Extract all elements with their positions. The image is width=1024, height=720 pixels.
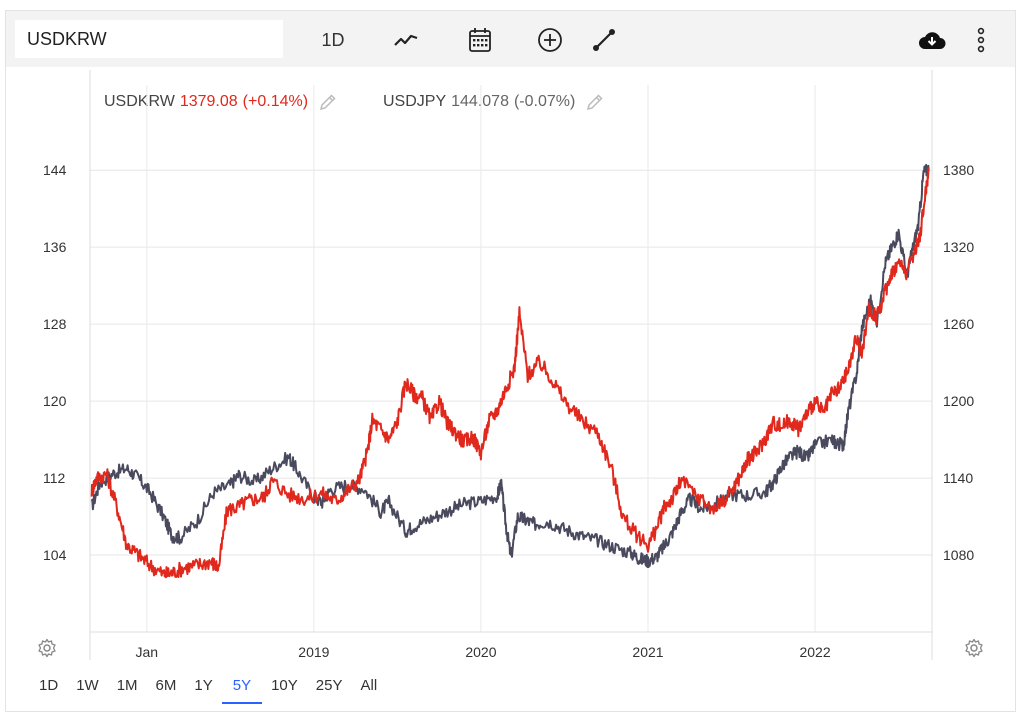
draw-tool-button[interactable] [586, 22, 622, 58]
range-button-1d[interactable]: 1D [39, 677, 59, 694]
range-button-1m[interactable]: 1M [116, 677, 138, 694]
range-button-10y[interactable]: 10Y [271, 677, 298, 694]
legend-usdjpy: USDJPY 144.078 (-0.07%) [383, 92, 605, 112]
edit-series-button[interactable] [585, 92, 605, 112]
cloud-download-icon [919, 32, 946, 49]
more-vertical-icon [977, 27, 985, 53]
interval-button[interactable]: 1D [321, 29, 345, 50]
legend-value: 1379.08 [179, 93, 238, 110]
range-button-25y[interactable]: 25Y [315, 677, 343, 694]
range-button-all[interactable]: All [360, 677, 378, 694]
draw-line-icon [593, 29, 615, 51]
gear-icon [965, 638, 983, 658]
left-axis-settings-button[interactable] [37, 638, 57, 658]
edit-series-button[interactable] [318, 92, 338, 112]
plus-circle-icon [538, 28, 562, 52]
chart-widget [5, 10, 1016, 712]
line-chart-icon [394, 34, 418, 46]
more-options-button[interactable] [966, 22, 996, 58]
range-button-6m[interactable]: 6M [155, 677, 177, 694]
range-button-5y[interactable]: 5Y [221, 674, 263, 704]
pencil-icon [320, 94, 336, 111]
pencil-icon [587, 94, 603, 111]
legend-symbol: USDJPY [383, 93, 447, 110]
range-button-1y[interactable]: 1Y [194, 677, 213, 694]
right-axis-settings-button[interactable] [964, 638, 984, 658]
legend-usdkrw: USDKRW 1379.08 (+0.14%) [104, 92, 338, 112]
legend-value: 144.078 [451, 93, 509, 110]
gear-icon [38, 638, 56, 658]
download-button[interactable] [914, 22, 950, 58]
legend-change: (-0.07%) [513, 93, 576, 110]
legend-change: (+0.14%) [242, 93, 309, 110]
symbol-search-input[interactable] [15, 20, 283, 58]
range-selector: 1D 1W 1M 6M 1Y 5Y 10Y 25Y All [30, 674, 386, 704]
calendar-icon [469, 28, 491, 52]
chart-type-button[interactable] [388, 22, 424, 58]
legend-symbol: USDKRW [104, 93, 175, 110]
date-range-button[interactable] [462, 22, 498, 58]
range-button-1w[interactable]: 1W [76, 677, 99, 694]
compare-button[interactable] [532, 22, 568, 58]
